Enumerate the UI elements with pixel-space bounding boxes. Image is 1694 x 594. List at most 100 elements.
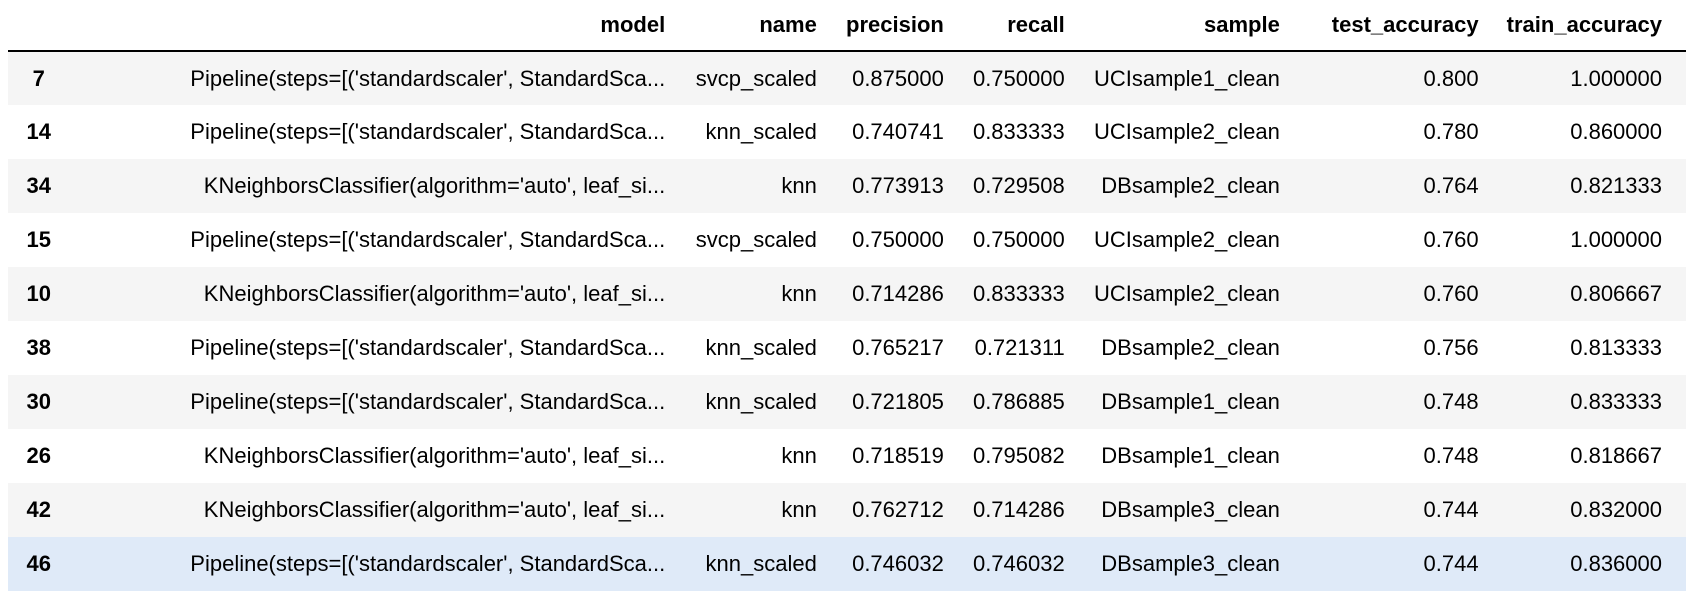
cell-model: KNeighborsClassifier(algorithm='auto', l… bbox=[203, 443, 666, 468]
cell-name: knn_scaled bbox=[705, 119, 817, 144]
cell-model: KNeighborsClassifier(algorithm='auto', l… bbox=[203, 281, 666, 306]
header-train-accuracy: train_accuracy bbox=[1502, 0, 1686, 52]
cell-precision: 0.773913 bbox=[852, 173, 944, 198]
cell-name: knn bbox=[781, 497, 817, 522]
cell-sample: DBsample3_clean bbox=[1101, 551, 1280, 576]
table-header: model name precision recall sample test_… bbox=[8, 0, 1686, 52]
table-body: 7 Pipeline(steps=[('standardscaler', Stan… bbox=[8, 51, 1686, 591]
cell-name: svcp_scaled bbox=[695, 65, 817, 91]
row-index: 7 bbox=[32, 65, 45, 91]
table-row: 14 Pipeline(steps=[('standardscaler', Sta… bbox=[8, 105, 1686, 159]
cell-name: knn bbox=[781, 443, 817, 468]
row-index: 38 bbox=[26, 335, 51, 360]
cell-train-accuracy: 0.813333 bbox=[1570, 335, 1662, 360]
cell-test-accuracy: 0.760 bbox=[1423, 227, 1479, 252]
cell-model: Pipeline(steps=[('standardscaler', Stand… bbox=[190, 389, 666, 414]
table-row: 34 KNeighborsClassifier(algorithm='auto',… bbox=[8, 159, 1686, 213]
row-index: 34 bbox=[26, 173, 51, 198]
header-index bbox=[8, 0, 70, 52]
cell-recall: 0.750000 bbox=[972, 65, 1065, 91]
cell-model: KNeighborsClassifier(algorithm='auto', l… bbox=[203, 497, 666, 522]
cell-precision: 0.750000 bbox=[852, 227, 944, 252]
cell-recall: 0.721311 bbox=[974, 335, 1065, 360]
cell-train-accuracy: 0.832000 bbox=[1570, 497, 1662, 522]
table-row: 7 Pipeline(steps=[('standardscaler', Stan… bbox=[8, 51, 1686, 105]
row-index: 10 bbox=[26, 281, 51, 306]
table-row: 15 Pipeline(steps=[('standardscaler', Sta… bbox=[8, 213, 1686, 267]
cell-test-accuracy: 0.748 bbox=[1423, 443, 1479, 468]
cell-model: Pipeline(steps=[('standardscaler', Stand… bbox=[190, 551, 666, 576]
table-row: 42 KNeighborsClassifier(algorithm='auto',… bbox=[8, 483, 1686, 537]
cell-recall: 0.714286 bbox=[972, 497, 1065, 522]
cell-test-accuracy: 0.764 bbox=[1423, 173, 1479, 198]
header-precision: precision bbox=[840, 0, 968, 52]
cell-name: knn_scaled bbox=[705, 335, 817, 360]
header-row: model name precision recall sample test_… bbox=[8, 0, 1686, 52]
cell-train-accuracy: 0.806667 bbox=[1570, 281, 1662, 306]
cell-train-accuracy: 1.000000 bbox=[1570, 227, 1662, 252]
cell-name: knn_scaled bbox=[705, 551, 817, 576]
cell-sample: UCIsample1_clean bbox=[1093, 65, 1280, 91]
cell-precision: 0.714286 bbox=[852, 281, 944, 306]
header-test-accuracy: test_accuracy bbox=[1303, 0, 1503, 52]
cell-train-accuracy: 0.833333 bbox=[1570, 389, 1662, 414]
cell-name: knn_scaled bbox=[705, 389, 817, 414]
cell-precision: 0.765217 bbox=[852, 335, 944, 360]
table-row: 46 Pipeline(steps=[('standardscaler', Sta… bbox=[8, 537, 1686, 591]
cell-test-accuracy: 0.748 bbox=[1423, 389, 1479, 414]
cell-test-accuracy: 0.744 bbox=[1423, 497, 1479, 522]
table-row: 30 Pipeline(steps=[('standardscaler', Sta… bbox=[8, 375, 1686, 429]
header-recall: recall bbox=[967, 0, 1089, 52]
cell-recall: 0.795082 bbox=[972, 443, 1065, 468]
cell-name: svcp_scaled bbox=[695, 227, 817, 252]
row-index: 46 bbox=[26, 551, 51, 576]
cell-name: knn bbox=[781, 173, 817, 198]
table-row: 10 KNeighborsClassifier(algorithm='auto',… bbox=[8, 267, 1686, 321]
cell-sample: UCIsample2_clean bbox=[1093, 281, 1280, 306]
cell-sample: DBsample3_clean bbox=[1101, 497, 1280, 522]
cell-precision: 0.718519 bbox=[852, 443, 944, 468]
cell-model: Pipeline(steps=[('standardscaler', Stand… bbox=[190, 65, 666, 91]
row-index: 30 bbox=[26, 389, 51, 414]
cell-model: Pipeline(steps=[('standardscaler', Stand… bbox=[190, 227, 666, 252]
cell-name: knn bbox=[781, 281, 817, 306]
cell-precision: 0.746032 bbox=[852, 551, 944, 576]
cell-train-accuracy: 0.836000 bbox=[1570, 551, 1662, 576]
cell-recall: 0.833333 bbox=[972, 281, 1065, 306]
header-sample: sample bbox=[1088, 0, 1304, 52]
cell-sample: DBsample2_clean bbox=[1101, 335, 1280, 360]
cell-train-accuracy: 0.818667 bbox=[1570, 443, 1662, 468]
cell-recall: 0.729508 bbox=[972, 173, 1065, 198]
header-model: model bbox=[69, 0, 690, 52]
cell-train-accuracy: 1.000000 bbox=[1570, 65, 1662, 91]
row-index: 26 bbox=[26, 443, 51, 468]
cell-test-accuracy: 0.756 bbox=[1423, 335, 1479, 360]
cell-precision: 0.875000 bbox=[852, 65, 944, 91]
row-index: 14 bbox=[26, 119, 51, 144]
cell-train-accuracy: 0.821333 bbox=[1570, 173, 1662, 198]
cell-recall: 0.746032 bbox=[972, 551, 1065, 576]
dataframe-output: model name precision recall sample test_… bbox=[8, 0, 1694, 591]
header-name: name bbox=[689, 0, 841, 52]
cell-sample: UCIsample2_clean bbox=[1093, 119, 1280, 144]
cell-precision: 0.721805 bbox=[852, 389, 944, 414]
cell-precision: 0.762712 bbox=[852, 497, 944, 522]
cell-recall: 0.750000 bbox=[972, 227, 1065, 252]
table-row: 26 KNeighborsClassifier(algorithm='auto',… bbox=[8, 429, 1686, 483]
cell-recall: 0.786885 bbox=[972, 389, 1065, 414]
row-index: 42 bbox=[26, 497, 51, 522]
cell-test-accuracy: 0.780 bbox=[1423, 119, 1479, 144]
cell-recall: 0.833333 bbox=[972, 119, 1065, 144]
cell-model: Pipeline(steps=[('standardscaler', Stand… bbox=[190, 335, 666, 360]
cell-precision: 0.740741 bbox=[852, 119, 944, 144]
cell-test-accuracy: 0.744 bbox=[1423, 551, 1479, 576]
cell-model: Pipeline(steps=[('standardscaler', Stand… bbox=[190, 119, 666, 144]
cell-sample: DBsample2_clean bbox=[1101, 173, 1280, 198]
cell-model: KNeighborsClassifier(algorithm='auto', l… bbox=[203, 173, 666, 198]
cell-sample: UCIsample2_clean bbox=[1093, 227, 1280, 252]
cell-test-accuracy: 0.760 bbox=[1423, 281, 1479, 306]
row-index: 15 bbox=[26, 227, 51, 252]
cell-test-accuracy: 0.800 bbox=[1423, 65, 1479, 91]
cell-sample: DBsample1_clean bbox=[1101, 443, 1280, 468]
cell-train-accuracy: 0.860000 bbox=[1570, 119, 1662, 144]
